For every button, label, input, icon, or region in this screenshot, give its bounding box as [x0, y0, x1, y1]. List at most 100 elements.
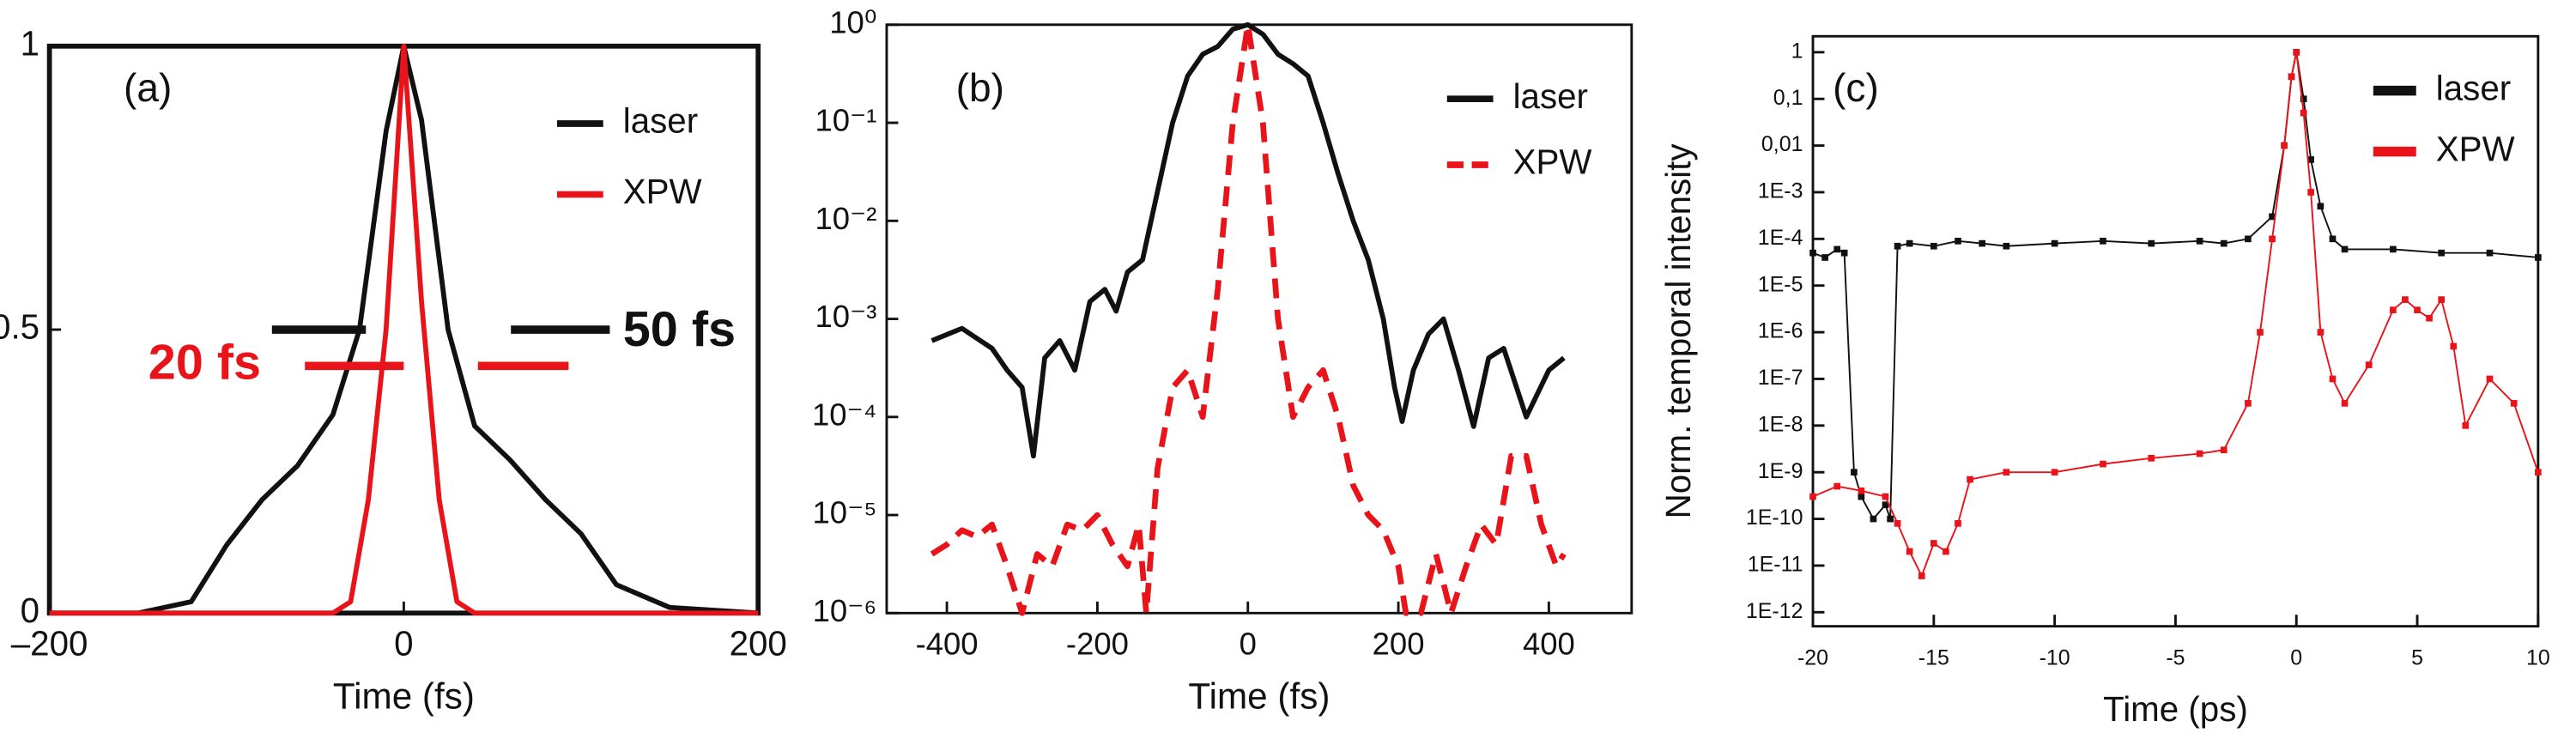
x-tick-label: -10 — [2040, 646, 2070, 670]
data-point — [1979, 239, 1985, 247]
data-point — [2257, 329, 2264, 336]
annotation: (a) — [124, 65, 172, 110]
data-point — [2100, 237, 2106, 245]
data-point — [2245, 235, 2252, 243]
y-tick-label: 0.5 — [0, 307, 39, 347]
data-point — [2390, 245, 2397, 253]
y-tick-label: 0,1 — [1773, 86, 1803, 110]
data-point — [2051, 469, 2058, 476]
x-tick-label: 0 — [2290, 646, 2302, 670]
data-point — [1840, 249, 1848, 257]
data-point — [2426, 314, 2433, 322]
data-point — [1858, 487, 1865, 494]
x-tick-label: 0 — [394, 623, 413, 663]
x-tick-label: –200 — [11, 623, 88, 663]
data-point — [2329, 375, 2337, 383]
data-point — [1834, 245, 1841, 253]
data-point — [2196, 237, 2203, 245]
annotation: (b) — [956, 65, 1004, 110]
legend-label: XPW — [2436, 129, 2515, 168]
x-tick-label: -400 — [916, 626, 979, 661]
data-point — [2307, 156, 2314, 163]
legend-label: laser — [1513, 76, 1588, 116]
data-point — [2329, 235, 2337, 243]
x-tick-label: 10 — [2526, 646, 2550, 670]
y-tick-label: 10⁻² — [815, 201, 876, 236]
data-point — [2486, 249, 2494, 257]
y-tick-label: 10⁻³ — [815, 299, 876, 334]
x-tick-label: -200 — [1066, 626, 1129, 661]
data-point — [1809, 249, 1816, 257]
data-point — [2148, 239, 2155, 247]
x-tick-label: -5 — [2166, 646, 2185, 670]
x-tick-label: 5 — [2411, 646, 2423, 670]
y-axis-label: Norm. temporal intensity — [1658, 143, 1698, 519]
data-point — [2220, 239, 2227, 247]
data-point — [2148, 454, 2155, 462]
y-tick-label: 1E-8 — [1758, 412, 1803, 436]
data-point — [2293, 49, 2300, 56]
data-point — [2300, 109, 2307, 117]
y-tick-label: 0 — [21, 591, 39, 630]
data-point — [2245, 400, 2252, 407]
y-tick-label: 1E-9 — [1758, 459, 1803, 483]
data-point — [2288, 73, 2295, 81]
x-axis-label: Time (fs) — [1188, 675, 1330, 716]
data-point — [1906, 548, 1913, 555]
plot-frame — [1811, 34, 2540, 628]
data-point — [1882, 501, 1889, 509]
data-point — [1882, 493, 1889, 500]
data-point — [2051, 239, 2058, 247]
x-axis-label: Time (fs) — [333, 675, 475, 716]
data-point — [2365, 361, 2373, 368]
data-point — [2450, 342, 2458, 350]
data-point — [2281, 142, 2288, 149]
y-tick-label: 1E-6 — [1758, 319, 1803, 343]
data-point — [1906, 239, 1913, 247]
y-tick-label: 1 — [21, 23, 39, 63]
data-point — [2269, 213, 2276, 221]
data-point — [1967, 476, 1973, 483]
series-line — [930, 21, 1567, 616]
data-point — [2341, 245, 2349, 253]
data-point — [1887, 515, 1894, 523]
data-point — [2534, 254, 2542, 261]
y-tick-label: 1 — [1791, 39, 1803, 63]
annotation: 50 fs — [623, 302, 736, 357]
x-tick-label: 0 — [1240, 626, 1257, 661]
data-point — [1894, 519, 1901, 527]
series-line — [1812, 51, 2538, 520]
data-point — [1834, 482, 1841, 490]
y-tick-label: 10⁻⁶ — [813, 593, 877, 628]
series-line — [930, 21, 1566, 459]
data-point — [2003, 242, 2010, 250]
data-point — [2196, 450, 2203, 457]
data-point — [2462, 421, 2470, 429]
legend-label: laser — [2436, 68, 2511, 107]
annotation: 20 fs — [148, 335, 261, 390]
data-point — [2317, 329, 2324, 336]
x-tick-label: -15 — [1918, 646, 1949, 670]
data-point — [1943, 548, 1949, 555]
y-tick-label: 0,01 — [1761, 132, 1803, 156]
x-tick-label: 200 — [1373, 626, 1425, 661]
data-point — [2003, 469, 2010, 476]
data-point — [2402, 296, 2409, 303]
data-point — [1809, 493, 1816, 500]
data-point — [1955, 519, 1961, 527]
data-point — [2317, 203, 2324, 210]
y-tick-label: 1E-11 — [1748, 553, 1803, 577]
y-tick-label: 10⁻¹ — [815, 103, 876, 138]
data-point — [1870, 515, 1877, 523]
x-tick-label: 200 — [730, 623, 787, 663]
y-tick-label: 1E-7 — [1758, 366, 1803, 390]
data-point — [1930, 540, 1937, 547]
data-point — [2534, 469, 2542, 476]
y-tick-label: 10⁻⁵ — [813, 495, 877, 530]
data-point — [2510, 400, 2518, 407]
y-tick-label: 1E-12 — [1746, 599, 1803, 623]
data-point — [2486, 375, 2494, 383]
data-point — [2100, 460, 2106, 468]
data-point — [2307, 189, 2314, 196]
